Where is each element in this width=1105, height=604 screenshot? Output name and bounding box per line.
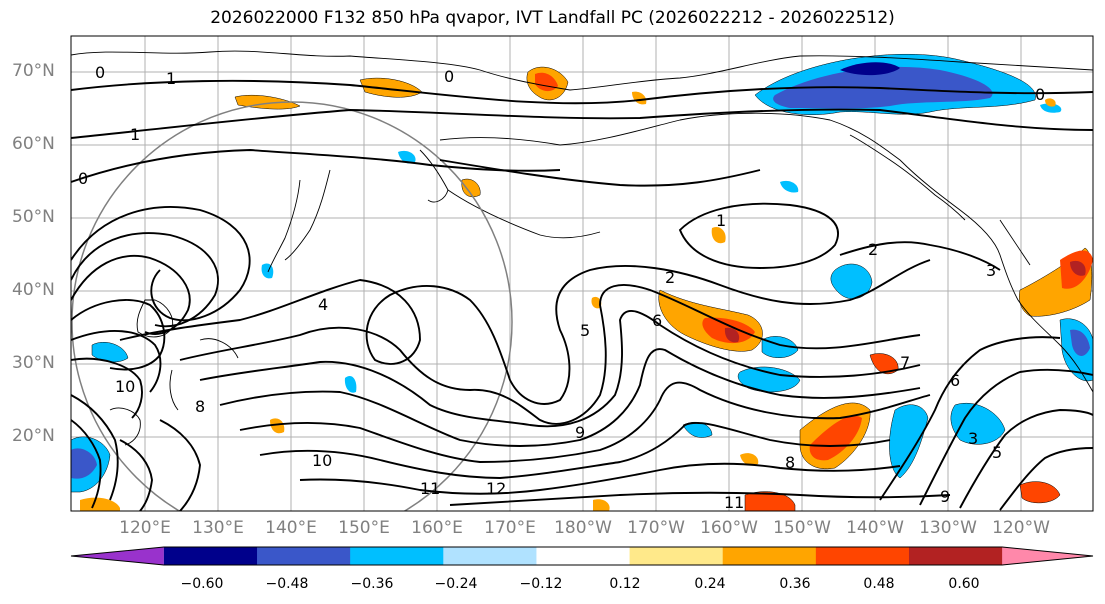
contour-label: 8 — [785, 453, 795, 472]
contour-label: 2 — [868, 240, 878, 259]
colorbar-segment — [350, 547, 444, 565]
colorbar-segment — [815, 547, 910, 565]
lon-label: 120°E — [119, 518, 171, 538]
colorbar-tick-label: 0.36 — [779, 576, 811, 592]
lon-label: 120°W — [992, 518, 1050, 538]
lon-label: 160°W — [700, 518, 758, 538]
map-title: 2026022000 F132 850 hPa qvapor, IVT Land… — [210, 8, 895, 28]
contour-label: 0 — [444, 67, 454, 86]
lon-label: 170°W — [627, 518, 685, 538]
landfall-region-circle — [71, 101, 513, 511]
contour-label: 1 — [166, 69, 176, 88]
lon-label: 150°W — [773, 518, 831, 538]
colorbar-outline — [70, 546, 1094, 566]
lat-label: 30°N — [12, 353, 55, 373]
colorbar-tick-label: −0.12 — [519, 576, 563, 592]
contour-label: 7 — [900, 353, 910, 372]
contour-label: 0 — [1035, 85, 1045, 104]
lon-label: 170°E — [484, 518, 536, 538]
colorbar-tick-label: −0.48 — [265, 576, 309, 592]
contour-label: 0 — [78, 169, 88, 188]
lon-label: 150°E — [338, 518, 390, 538]
contour-label: 8 — [195, 397, 205, 416]
contours — [71, 79, 1093, 511]
contour-label: 5 — [992, 443, 1002, 462]
contour-label: 10 — [312, 451, 332, 470]
contour-label: 11 — [420, 479, 440, 498]
contour-label: 1 — [130, 125, 140, 144]
colorbar-segment — [722, 547, 817, 565]
contour-label: 12 — [486, 479, 506, 498]
contour-label: 2 — [665, 268, 675, 287]
map-border — [70, 35, 1094, 512]
colorbar-tick-label: 0.60 — [948, 576, 980, 592]
lat-label: 70°N — [12, 61, 55, 81]
colorbar-tick-label: 0.48 — [863, 576, 895, 592]
lon-label: 140°E — [265, 518, 317, 538]
lon-label: 160°E — [411, 518, 463, 538]
contour-label: 0 — [95, 63, 105, 82]
coastlines — [71, 50, 1093, 446]
colorbar-segment — [443, 547, 537, 565]
colorbar-extend-max — [1002, 547, 1093, 565]
colorbar-tick-label: 0.24 — [694, 576, 726, 592]
colorbar — [70, 546, 1094, 566]
colorbar-segment — [908, 547, 1003, 565]
colorbar-tick-label: −0.60 — [180, 576, 224, 592]
contour-label: 5 — [580, 321, 590, 340]
contour-label: 6 — [652, 311, 662, 330]
contour-labels: 0 1 0 1 0 1 2 3 4 5 6 8 9 10 11 12 2 3 5… — [78, 63, 1045, 512]
contour-label: 9 — [575, 423, 585, 442]
colorbar-segment — [163, 547, 258, 565]
lon-label: 140°W — [846, 518, 904, 538]
colorbar-extend-min — [71, 547, 164, 565]
lat-label: 60°N — [12, 134, 55, 154]
gridlines — [71, 36, 1093, 511]
lat-label: 20°N — [12, 426, 55, 446]
contour-label: 6 — [950, 371, 960, 390]
lon-label: 180°W — [554, 518, 612, 538]
lat-label: 40°N — [12, 280, 55, 300]
contour-label: 3 — [968, 429, 978, 448]
colorbar-segment — [536, 547, 631, 565]
lon-label: 130°W — [919, 518, 977, 538]
lon-label: 130°E — [192, 518, 244, 538]
contour-label: 3 — [986, 261, 996, 280]
colorbar-tick-label: −0.24 — [434, 576, 478, 592]
contour-label: 9 — [940, 487, 950, 506]
contour-label: 10 — [115, 377, 135, 396]
contour-label: 11 — [724, 493, 744, 512]
colorbar-segment — [629, 547, 724, 565]
lat-label: 50°N — [12, 207, 55, 227]
contour-label: 1 — [716, 211, 726, 230]
colorbar-tick-label: 0.12 — [609, 576, 641, 592]
colorbar-segment — [257, 547, 351, 565]
contour-label: 4 — [318, 295, 328, 314]
colorbar-tick-label: −0.36 — [350, 576, 394, 592]
